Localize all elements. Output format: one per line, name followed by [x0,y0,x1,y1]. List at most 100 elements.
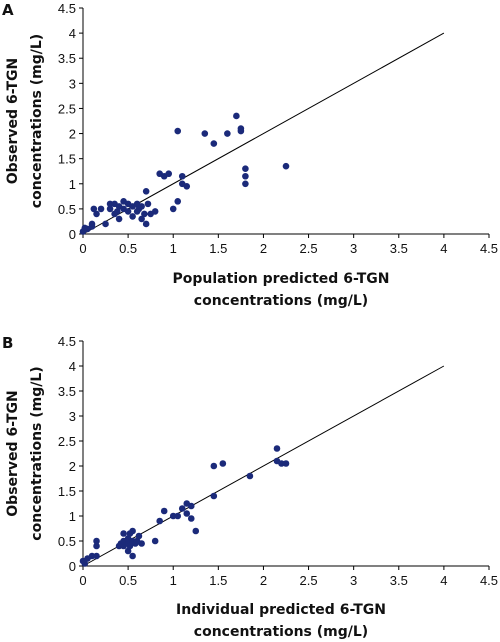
panel-a-y-tick-label: 0 [69,227,76,242]
panel-b-data-point [282,460,290,467]
panel-b-data-point [183,510,191,517]
panel-a-data-point [106,205,114,213]
panel-b-y-tick-label: 0 [69,559,76,574]
panel-a-y-tick-label: 3 [69,76,76,91]
panel-a-data-point [242,180,249,188]
panel-a-y-tick-label: 1 [69,177,76,192]
panel-a-x-tick-label: 1.5 [209,241,227,256]
panel-a-y-tick-label: 1.5 [58,152,76,167]
panel-b-x-tick-label: 0 [79,573,86,588]
panel-b-identity-line [82,365,445,567]
panel-a-data-point [233,112,240,120]
panel-a-y-tick-label: 4.5 [58,1,76,16]
panel-a-x-tick-label: 4 [440,241,447,256]
panel-a-x-tick-label: 3 [350,241,357,256]
panel-b-data-point [88,552,96,560]
panel-b-data-point [129,552,136,560]
panel-a-identity-line [82,32,445,235]
panel-a-x-tick-label: 0.5 [119,241,137,256]
panel-b-y-tick-label: 0.5 [58,534,76,549]
panel-a-y-tick-label: 4 [69,26,76,41]
panel-b-y-axis-label: Observed 6-TGN [5,390,21,516]
panel-b-x-tick-label: 1.5 [209,573,227,588]
panel-b-data-point [93,542,100,550]
panel-b-data-point [246,472,254,480]
panel-a-y-axis-label: Observed 6-TGN [5,58,21,184]
panel-b-data-point [124,547,132,555]
panel-a-y-tick-label: 0.5 [58,202,76,217]
panel-a-data-point [237,125,245,132]
panel-a-data-point [174,127,182,135]
panel-a-data-point [242,165,249,173]
panel-a-data-point [97,205,105,213]
panel-b-x-axis-label: Individual predicted 6-TGN [176,602,386,618]
panel-b-data-point [187,515,195,522]
panel-b-x-tick-label: 0.5 [119,573,137,588]
panel-a-data-point [106,200,114,208]
panel-a-label: A [2,1,14,19]
panel-b-x-tick-label: 4 [440,573,447,588]
panel-b-y-tick-label: 2 [69,459,76,474]
panel-a-data-point [115,215,123,223]
panel-a-y-tick-label: 2 [69,127,76,142]
panel-a-data-point [93,210,100,218]
panel-a-x-tick-label: 2.5 [300,241,318,256]
panel-a-data-point [210,140,218,147]
panel-b-data-point [192,527,200,535]
panel-b-x-tick-label: 1 [170,573,177,588]
panel-a-data-point [141,210,148,218]
panel-a-data-point [144,200,152,208]
panel-a-data-point [138,215,145,223]
panel-a-data-point [282,162,290,170]
panel-a-x-tick-label: 4.5 [480,241,498,256]
panel-a-x-axis-label: concentrations (mg/L) [194,293,368,309]
panel-a-y-axis-label: concentrations (mg/L) [29,34,45,208]
panel-a-data-point [102,220,109,228]
panel-b-x-tick-label: 2.5 [300,573,318,588]
panel-a-data-point [165,170,173,178]
panel-b-data-point [210,462,218,470]
panel-a-data-point [81,224,89,232]
panel-a-data-point [124,208,132,215]
panel-a-x-tick-label: 0 [79,241,86,256]
panel-b-y-axis-label: concentrations (mg/L) [29,366,45,540]
panel-b-data-point [210,492,218,500]
panel-b-y-tick-label: 3 [69,409,76,424]
panel-b-data-point [156,517,163,525]
panel-b-y-tick-label: 1 [69,509,76,524]
panel-a-x-axis-label: Population predicted 6-TGN [173,271,390,287]
panel-b-data-point [278,460,285,467]
panel-b-data-point [93,537,100,545]
panel-a-data-point [201,130,209,137]
panel-b-data-point [135,532,143,540]
panel-b-data-point [126,542,134,550]
panel-b-y-tick-label: 4.5 [58,334,76,349]
panel-a-data-point [90,205,98,213]
panel-b-y-tick-label: 3.5 [58,384,76,399]
panel-b-data-point [174,512,182,520]
panel-b-data-point [138,540,145,547]
panel-b-data-point [219,460,227,467]
panel-a-data-point [178,172,186,180]
panel-a-data-point [151,208,159,215]
panel-a-data-point [169,205,177,213]
panel-b-label: B [2,334,13,352]
panel-a-x-tick-label: 2 [260,241,267,256]
panel-a-data-point [224,130,231,137]
panel-a-data-point [129,213,136,220]
panel-b-data-point [93,552,100,560]
panel-a-data-point [138,203,145,210]
panel-b-x-tick-label: 3.5 [390,573,408,588]
panel-b-data-point [151,537,159,545]
panel-b-data-point [79,557,87,565]
panel-a-data-point [183,182,191,190]
panel-b-data-point [120,530,127,537]
panel-b-y-tick-label: 4 [69,359,76,374]
panel-b-data-point [160,507,168,515]
panel-b-x-tick-label: 2 [260,573,267,588]
panel-a-data-point [174,198,182,205]
panel-b-x-tick-label: 3 [350,573,357,588]
panel-b-data-point [273,445,281,452]
panel-a-y-tick-label: 2.5 [58,101,76,116]
